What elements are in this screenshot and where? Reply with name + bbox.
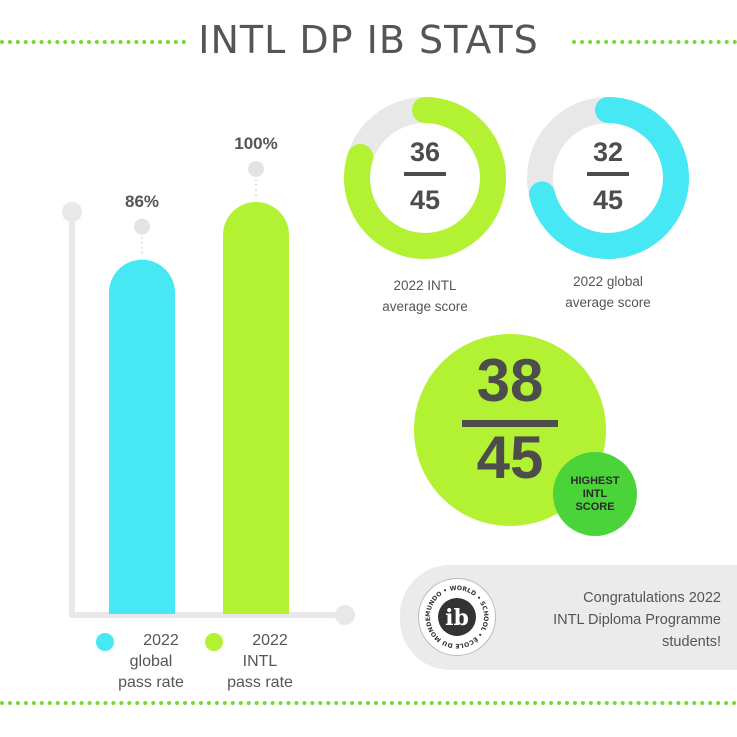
congrats-line-1: Congratulations 2022 bbox=[583, 590, 721, 606]
ring-fraction-bar bbox=[587, 172, 629, 176]
ring-caption: 2022 global average score bbox=[538, 271, 678, 313]
congrats-line-2: INTL Diploma Programme bbox=[553, 612, 721, 628]
ring-numerator: 32 bbox=[592, 137, 624, 167]
ring-denominator: 45 bbox=[409, 185, 441, 215]
bar-global bbox=[109, 259, 175, 614]
legend-label-line: pass rate bbox=[227, 674, 293, 691]
legend-label-line: pass rate bbox=[118, 674, 184, 691]
ring-caption-line: average score bbox=[382, 299, 468, 314]
bar-value-label: 100% bbox=[234, 134, 278, 153]
congratulations-text: Congratulations 2022 INTL Diploma Progra… bbox=[553, 587, 721, 653]
bar-value-label: 86% bbox=[124, 191, 160, 211]
ring-denominator: 45 bbox=[592, 185, 624, 215]
page-title: INTL DP IB STATS bbox=[198, 18, 539, 62]
badge-line-3: SCORE bbox=[575, 500, 615, 513]
badge-line-1: HIGHEST bbox=[570, 474, 620, 487]
legend-swatch bbox=[205, 633, 223, 651]
bar-intl bbox=[223, 202, 289, 614]
legend-label: 2022 INTL pass rate bbox=[210, 630, 310, 693]
ring-arc-intl bbox=[344, 97, 506, 259]
congratulations-card: MUNDO • WORLD • SCHOOL • ÉCOLE DU MONDE … bbox=[400, 565, 737, 670]
ring-arc-global bbox=[529, 97, 689, 259]
ring-fraction-bar bbox=[404, 172, 446, 176]
svg-text:ib: ib bbox=[445, 605, 469, 631]
congrats-line-3: students! bbox=[662, 634, 721, 650]
highest-intl-score-badge: HIGHEST INTL SCORE bbox=[553, 452, 637, 536]
y-axis-end-dot bbox=[62, 202, 82, 222]
legend-label-line: 2022 bbox=[143, 632, 179, 649]
ib-world-school-logo: MUNDO • WORLD • SCHOOL • ÉCOLE DU MONDE … bbox=[416, 574, 496, 656]
ring-caption-line: 2022 INTL bbox=[393, 278, 457, 293]
legend-label-line: global bbox=[129, 653, 173, 670]
ring-numerator: 36 bbox=[409, 137, 441, 167]
bar-marker-dot bbox=[134, 218, 150, 235]
average-score-rings bbox=[344, 97, 689, 259]
legend-label-line: INTL bbox=[242, 653, 278, 670]
legend-swatch bbox=[96, 633, 114, 651]
x-axis-end-dot bbox=[335, 605, 355, 625]
top-right-dotted-rule bbox=[572, 40, 737, 44]
ring-caption-line: average score bbox=[565, 295, 651, 310]
legend-label-line: 2022 bbox=[252, 632, 288, 649]
bar-marker-dot bbox=[248, 161, 264, 177]
highest-score-fraction-bar bbox=[462, 420, 558, 427]
highest-score-denominator: 45 bbox=[476, 424, 544, 491]
ring-caption: 2022 INTL average score bbox=[355, 275, 495, 317]
bottom-dotted-rule bbox=[0, 701, 737, 705]
highest-score-numerator: 38 bbox=[476, 347, 544, 414]
badge-line-2: INTL bbox=[582, 487, 608, 500]
legend-label: 2022 global pass rate bbox=[101, 630, 201, 693]
top-left-dotted-rule bbox=[0, 40, 186, 44]
pass-rate-bar-chart bbox=[62, 161, 355, 625]
ring-caption-line: 2022 global bbox=[573, 274, 643, 289]
ib-logo-mark: MUNDO • WORLD • SCHOOL • ÉCOLE DU MONDE … bbox=[416, 574, 489, 649]
